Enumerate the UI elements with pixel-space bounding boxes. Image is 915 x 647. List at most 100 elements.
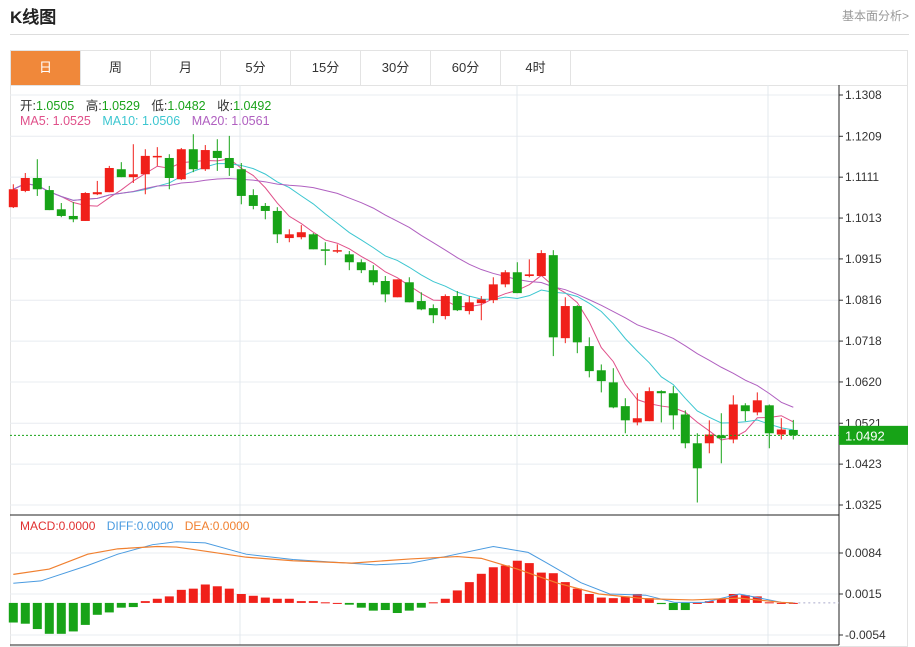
macd-bar [764,602,774,604]
candle-body [404,282,414,303]
candle-body [668,393,678,416]
candle [620,398,630,434]
candle-body [776,429,786,435]
candle [344,250,354,271]
macd-bar [248,595,258,603]
candle-body [728,404,738,440]
candle [560,297,570,344]
tab-60min[interactable]: 60分 [431,51,501,85]
high-value: 1.0529 [101,99,140,113]
y-tick-label: 1.1209 [845,129,882,143]
macd-bar [224,588,234,603]
candle [92,180,102,196]
candle-body [620,406,630,421]
candle [272,207,282,244]
tab-30min[interactable]: 30分 [361,51,431,85]
candle [608,368,618,409]
candle [68,202,78,223]
macd-bar [380,602,390,611]
macd-bar [92,602,102,615]
candle-body [80,193,90,221]
candle-body [332,250,342,252]
ohlc-info: 开:1.0505 高:1.0529 低:1.0482 收:1.0492 [20,95,279,114]
macd-info: MACD:0.0000 DIFF:0.0000 DEA:0.0000 [20,519,257,533]
macd-bar [440,598,450,603]
macd-bar [404,602,414,611]
tab-month[interactable]: 月 [151,51,221,85]
candle-body [176,149,186,180]
candle-body [440,296,450,317]
candle-body [320,249,330,251]
fundamental-analysis-link[interactable]: 基本面分析> [841,9,909,23]
candle [308,233,318,250]
candle-body [572,306,582,343]
candle [584,337,594,378]
candle [284,229,294,243]
candle [200,145,210,171]
candle-body [284,234,294,239]
candle-body [644,391,654,422]
candle [572,305,582,354]
macd-bar [704,601,714,603]
candle [464,296,474,315]
macd-bar [548,573,558,603]
divider [10,34,909,35]
diff-value: DIFF:0.0000 [106,519,174,533]
macd-bar [56,602,66,634]
candle-body [452,296,462,311]
macd-value: MACD:0.0000 [20,519,96,533]
candle [56,203,66,218]
macd-bar [668,602,678,611]
macd-bar [392,602,402,614]
macd-bar [152,598,162,603]
macd-bar [332,602,342,604]
candle-body [344,254,354,263]
candle [728,395,738,444]
macd-bar [644,598,654,603]
macd-bar [344,602,354,605]
candle [188,134,198,173]
candle [680,410,690,449]
y-tick-label: 1.0816 [845,293,882,307]
macd-bar [560,582,570,603]
tab-5min[interactable]: 5分 [221,51,291,85]
tab-4hour[interactable]: 4时 [501,51,571,85]
candle-body [524,274,534,277]
macd-y-tick-label: 0.0015 [845,587,882,601]
tab-15min[interactable]: 15分 [291,51,361,85]
tab-day[interactable]: 日 [11,51,81,85]
candle [596,364,606,393]
candle-body [416,301,426,310]
candle [140,149,150,195]
candle [224,135,234,176]
macd-bar [776,602,786,604]
ma20-value: MA20: 1.0561 [191,114,270,128]
macd-y-tick-label: 0.0084 [845,546,882,560]
macd-bar [308,601,318,603]
candle [752,392,762,416]
candle [8,184,18,209]
candle [80,192,90,221]
tab-week[interactable]: 周 [81,51,151,85]
candle-body [392,279,402,298]
candle-body [308,234,318,250]
macd-bar [428,602,438,604]
low-label: 低: [151,99,168,113]
macd-bar [80,602,90,625]
ma20-line [13,177,794,408]
macd-bar [104,602,114,613]
candle-body [272,210,282,235]
y-tick-label: 1.0423 [845,457,882,471]
macd-bar [464,582,474,603]
macd-bar [452,590,462,603]
candle [452,291,462,312]
candle [536,250,546,277]
macd-bar [476,573,486,603]
y-tick-label: 1.0620 [845,375,882,389]
macd-bar [488,567,498,603]
candle [488,277,498,304]
macd-bar [140,601,150,603]
macd-bar [788,602,798,604]
